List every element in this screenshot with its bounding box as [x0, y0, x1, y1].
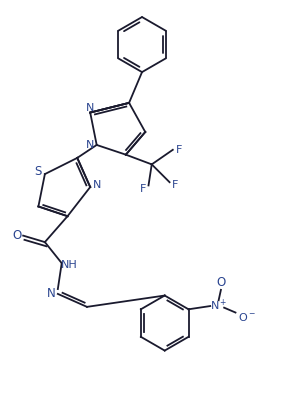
Text: O: O	[12, 229, 21, 242]
Text: F: F	[140, 184, 146, 194]
Text: N: N	[47, 286, 56, 299]
Text: F: F	[172, 179, 178, 189]
Text: N: N	[85, 103, 94, 112]
Text: N: N	[85, 140, 94, 150]
Text: N: N	[93, 179, 102, 189]
Text: O$^-$: O$^-$	[238, 310, 257, 322]
Text: O: O	[216, 275, 225, 288]
Text: S: S	[34, 165, 42, 178]
Text: NH: NH	[61, 259, 78, 269]
Text: F: F	[176, 145, 182, 155]
Text: N$^+$: N$^+$	[210, 297, 228, 312]
